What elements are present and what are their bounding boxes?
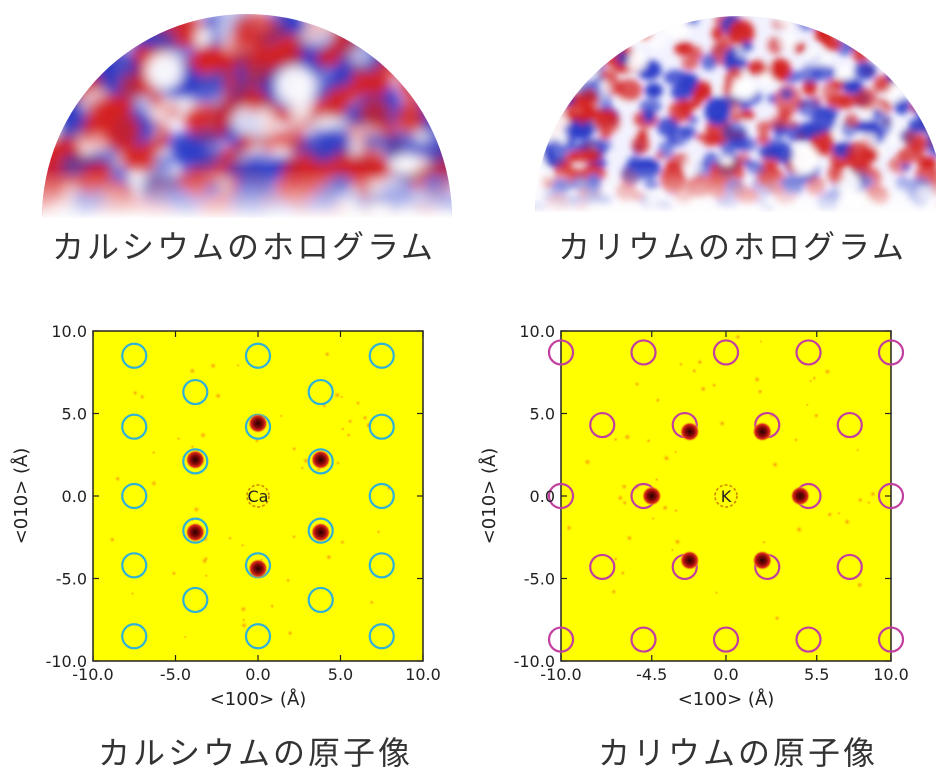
y-tick-label: 10.0 bbox=[519, 322, 555, 341]
hologram-potassium-caption: カリウムのホログラム bbox=[558, 222, 907, 268]
y-tick-label: 5.0 bbox=[62, 405, 87, 424]
y-tick-label: 0.0 bbox=[62, 487, 87, 506]
center-atom-label: Ca bbox=[248, 487, 269, 506]
atomic-image-potassium-caption: カリウムの原子像 bbox=[598, 728, 878, 774]
x-tick-label: 0.0 bbox=[713, 665, 738, 684]
atom-spot bbox=[248, 559, 268, 579]
x-axis-label: <100> (Å) bbox=[210, 688, 307, 710]
x-tick-label: 0.0 bbox=[245, 665, 270, 684]
y-tick-label: -10.0 bbox=[514, 652, 555, 671]
x-tick-label: -4.5 bbox=[636, 665, 667, 684]
hologram-calcium bbox=[0, 0, 470, 240]
atom-spot bbox=[185, 522, 205, 542]
atom-spot bbox=[752, 550, 772, 570]
x-axis-label: <100> (Å) bbox=[678, 688, 775, 710]
y-axis-label: <010> (Å) bbox=[10, 448, 32, 545]
y-tick-label: 10.0 bbox=[51, 322, 87, 341]
x-tick-label: -5.0 bbox=[160, 665, 191, 684]
atomic-image-calcium-caption: カルシウムの原子像 bbox=[98, 728, 413, 774]
atom-spot bbox=[790, 486, 810, 506]
atom-spot bbox=[248, 413, 268, 433]
atom-spot bbox=[680, 422, 700, 442]
y-axis-label: <010> (Å) bbox=[478, 448, 500, 545]
y-tick-label: -10.0 bbox=[46, 652, 87, 671]
atom-spot bbox=[185, 450, 205, 470]
x-tick-label: 5.5 bbox=[804, 665, 829, 684]
y-tick-label: -5.0 bbox=[524, 570, 555, 589]
atom-spot bbox=[752, 422, 772, 442]
atom-spot bbox=[311, 522, 331, 542]
atom-spot bbox=[311, 450, 331, 470]
x-tick-label: 10.0 bbox=[873, 665, 909, 684]
atom-spot bbox=[642, 486, 662, 506]
y-tick-label: -5.0 bbox=[56, 570, 87, 589]
x-tick-label: 10.0 bbox=[405, 665, 441, 684]
hologram-potassium bbox=[468, 0, 936, 240]
atom-spot bbox=[680, 550, 700, 570]
x-tick-label: 5.0 bbox=[328, 665, 353, 684]
y-tick-label: 0.0 bbox=[530, 487, 555, 506]
hologram-calcium-caption: カルシウムのホログラム bbox=[52, 222, 436, 268]
y-tick-label: 5.0 bbox=[530, 405, 555, 424]
center-atom-label: K bbox=[721, 487, 732, 506]
